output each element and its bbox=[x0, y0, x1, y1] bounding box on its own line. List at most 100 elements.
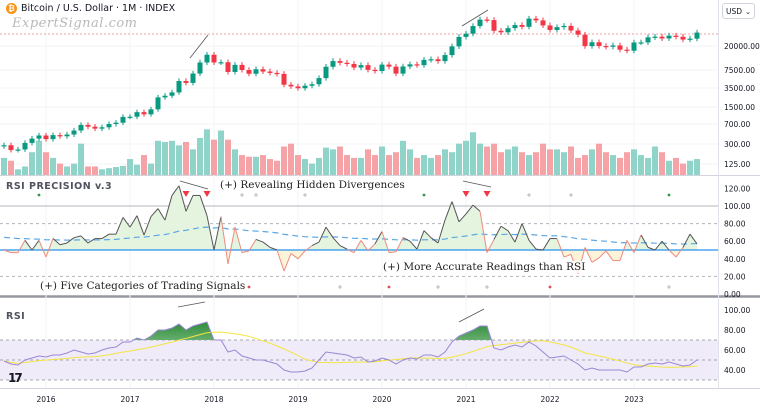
precision-line-segment bbox=[269, 246, 278, 251]
precision-line-segment bbox=[276, 249, 285, 272]
rsi-pane[interactable] bbox=[0, 301, 718, 381]
precision-line-segment bbox=[514, 223, 523, 243]
precision-line-segment bbox=[206, 215, 215, 251]
promo-accurate-readings: (+) More Accurate Readings than RSI bbox=[383, 261, 586, 273]
bearish-triangle-icon bbox=[462, 191, 470, 197]
precision-line-segment bbox=[682, 233, 691, 248]
volume-bar bbox=[29, 152, 35, 175]
green-dot-signal bbox=[37, 193, 41, 197]
volume-bar bbox=[260, 155, 266, 175]
volume-bar bbox=[491, 143, 497, 175]
candle-body bbox=[673, 35, 679, 37]
symbol-header[interactable]: ₿ Bitcoin / U.S. Dollar · 1M · INDEX bbox=[6, 3, 175, 14]
volume-bar bbox=[456, 143, 462, 175]
volume-bar bbox=[617, 157, 623, 175]
volume-bar bbox=[176, 145, 182, 175]
price-pane[interactable] bbox=[1, 9, 700, 175]
volume-bar bbox=[680, 163, 686, 175]
volume-bar bbox=[71, 163, 77, 175]
volume-bar bbox=[120, 165, 126, 175]
plus-signal-icon bbox=[569, 193, 573, 197]
candle-body bbox=[190, 73, 196, 83]
tradingview-logo: 17 bbox=[8, 371, 23, 385]
green-dot-signal bbox=[667, 193, 671, 197]
volume-bar bbox=[274, 160, 280, 175]
precision-line-segment bbox=[689, 233, 698, 245]
candle-body bbox=[470, 26, 476, 34]
precision-line-segment bbox=[255, 238, 264, 243]
precision-line-segment bbox=[150, 208, 159, 217]
candle-body bbox=[78, 124, 84, 131]
symbol-title: Bitcoin / U.S. Dollar · 1M · INDEX bbox=[21, 3, 176, 14]
volume-bar bbox=[43, 152, 49, 175]
candle-body bbox=[484, 19, 490, 21]
volume-bar bbox=[113, 167, 119, 175]
precision-line-segment bbox=[605, 250, 614, 261]
volume-bar bbox=[540, 143, 546, 175]
volume-bar bbox=[295, 155, 301, 175]
volume-bar bbox=[92, 166, 98, 175]
volume-bar bbox=[197, 137, 203, 175]
precision-line-segment bbox=[122, 217, 131, 228]
candle-body bbox=[302, 85, 308, 89]
candle-body bbox=[407, 64, 413, 67]
candle-body bbox=[169, 92, 175, 96]
time-tick-label: 2020 bbox=[372, 395, 391, 404]
volume-bar bbox=[652, 146, 658, 175]
rsi-precision-pane[interactable] bbox=[0, 180, 718, 289]
precision-line-segment bbox=[388, 251, 397, 254]
candle-body bbox=[155, 97, 161, 110]
rsi-tick-label: 100.00 bbox=[724, 306, 750, 315]
precision-line-segment bbox=[486, 239, 495, 253]
candle-body bbox=[589, 42, 595, 47]
candle-body bbox=[358, 65, 364, 68]
divergence-line bbox=[462, 180, 492, 188]
currency-select[interactable]: USD ⌄ bbox=[722, 3, 755, 19]
volume-bar bbox=[568, 146, 574, 175]
volume-bar bbox=[470, 132, 476, 175]
volume-bar bbox=[610, 155, 616, 175]
volume-bar bbox=[414, 157, 420, 175]
volume-bar bbox=[463, 140, 469, 175]
candle-body bbox=[379, 64, 385, 71]
volume-bar bbox=[78, 143, 84, 175]
time-tick-label: 2016 bbox=[36, 395, 55, 404]
candle-body bbox=[106, 124, 112, 128]
volume-bar bbox=[596, 143, 602, 175]
precision-line-segment bbox=[171, 185, 180, 196]
precision-line-segment bbox=[136, 215, 145, 236]
watermark-logo: ExpertSignal.com bbox=[12, 16, 138, 31]
volume-bar bbox=[554, 149, 560, 175]
candle-body bbox=[596, 42, 602, 46]
candle-body bbox=[400, 66, 406, 74]
candle-body bbox=[50, 135, 56, 140]
precision-line-segment bbox=[675, 247, 684, 258]
volume-bar bbox=[302, 159, 308, 175]
candle-body bbox=[36, 135, 42, 139]
candle-body bbox=[323, 66, 329, 79]
volume-bar bbox=[638, 155, 644, 175]
precision-line-segment bbox=[59, 242, 68, 246]
candle-body bbox=[57, 135, 63, 137]
precision-line-segment bbox=[458, 213, 467, 223]
volume-bar bbox=[365, 149, 371, 175]
candle-body bbox=[176, 81, 182, 93]
candle-body bbox=[197, 62, 203, 74]
candle-body bbox=[554, 27, 560, 30]
candle-body bbox=[638, 42, 644, 44]
plus-signal-icon bbox=[485, 285, 489, 289]
time-tick-label: 2017 bbox=[120, 395, 139, 404]
candle-body bbox=[561, 25, 567, 28]
volume-bar bbox=[659, 152, 665, 175]
candle-body bbox=[267, 71, 273, 73]
precision-line-segment bbox=[311, 241, 320, 247]
volume-bar bbox=[449, 152, 455, 175]
candle-body bbox=[365, 65, 371, 70]
candle-body bbox=[659, 36, 665, 39]
volume-bar bbox=[533, 152, 539, 175]
precision-line-segment bbox=[633, 234, 642, 253]
candle-body bbox=[477, 19, 483, 27]
candle-body bbox=[337, 61, 343, 63]
volume-bar bbox=[85, 166, 91, 175]
